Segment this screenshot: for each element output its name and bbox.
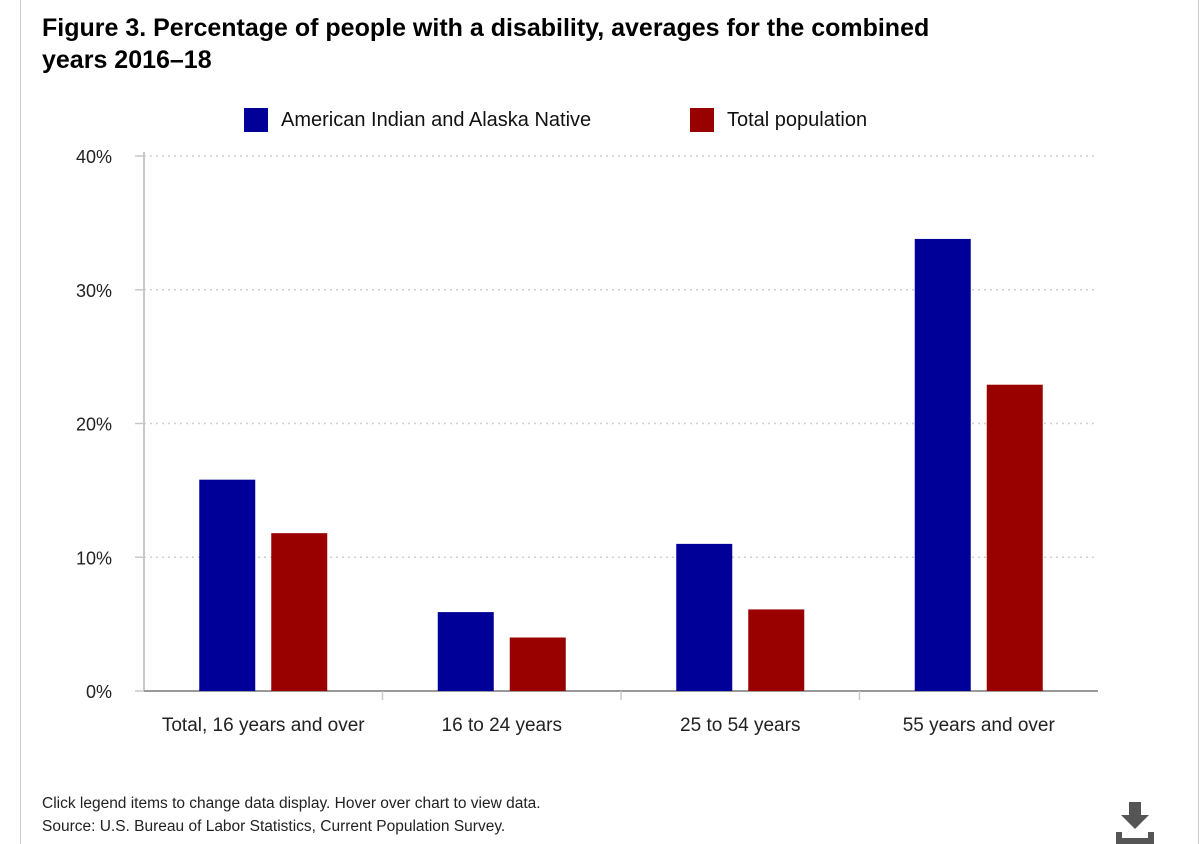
legend-label-total-population: Total population	[727, 108, 868, 131]
chart-title: Figure 3. Percentage of people with a di…	[42, 12, 1142, 76]
legend-item-american-indian-alaska-native[interactable]: American Indian and Alaska Native	[244, 108, 591, 132]
tick-labels: 0% 10% 20% 30% 40% Total, 16 years and over 16…	[76, 147, 1056, 736]
chart-title-line-2: years 2016–18	[42, 46, 212, 74]
footnote-source: Source: U.S. Bureau of Labor Statistics,…	[42, 818, 506, 835]
chart-title-line-1: Figure 3. Percentage of people with a di…	[42, 14, 930, 42]
legend-swatch-total-population	[690, 108, 714, 132]
chart-legend: American Indian and Alaska Native Total …	[0, 108, 1200, 138]
footnote: Click legend items to change data displa…	[42, 792, 541, 838]
x-tick-label-1: 16 to 24 years	[442, 715, 562, 736]
footnote-instructions: Click legend items to change data displa…	[42, 795, 541, 812]
y-tick-label-30: 30%	[76, 281, 112, 301]
bar-american-indian-alaska-native-2	[676, 543, 733, 691]
bar-total-population-3	[986, 384, 1043, 691]
bar-total-population-2	[748, 609, 805, 691]
y-tick-label-40: 40%	[76, 147, 112, 167]
legend-label-american-indian-alaska-native: American Indian and Alaska Native	[281, 108, 592, 131]
x-tick-label-3: 55 years and over	[903, 715, 1056, 736]
chart-frame	[20, 0, 1199, 844]
y-tick-label-0: 0%	[86, 682, 112, 702]
y-tick-label-10: 10%	[76, 548, 112, 568]
bars	[199, 238, 1043, 692]
bar-american-indian-alaska-native-3	[914, 238, 971, 692]
x-tick-label-0: Total, 16 years and over	[162, 715, 365, 736]
y-tick-label-20: 20%	[76, 415, 112, 435]
bar-american-indian-alaska-native-0	[199, 479, 256, 691]
legend-swatch-american-indian-alaska-native	[244, 108, 268, 132]
x-tick-label-2: 25 to 54 years	[680, 715, 800, 736]
bar-chart[interactable]: 0% 10% 20% 30% 40% Total, 16 years and over 16…	[0, 0, 1200, 790]
bar-total-population-1	[509, 637, 566, 691]
bar-total-population-0	[271, 533, 328, 691]
legend-item-total-population[interactable]: Total population	[690, 108, 867, 132]
bar-american-indian-alaska-native-1	[437, 612, 494, 691]
download-icon[interactable]	[1113, 800, 1157, 844]
